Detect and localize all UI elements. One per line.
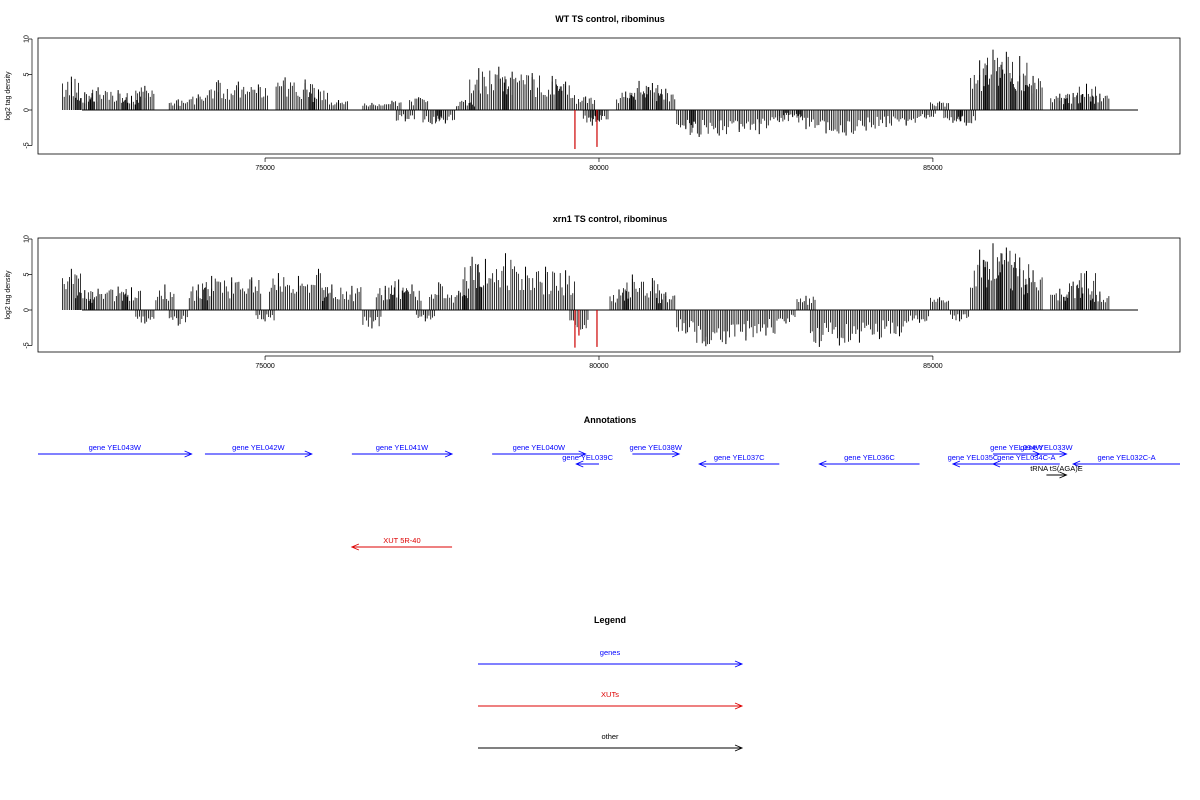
feature-label: XUT 5R-40 [383,536,420,545]
feature-other: tRNA tS(AGA)E [1030,464,1083,479]
feature-gene: gene YEL035C [948,453,999,468]
features: gene YEL043W gene YEL042W gene YEL041W gene… [38,443,1180,551]
xrn1-coverage-panel: xrn1 TS control, ribominus log2 tag dens… [5,214,1181,370]
legend-arrow-head [734,660,744,668]
y-ticks: -5 0 5 10 [24,235,33,349]
feature-label: gene YEL032C-A [1097,453,1155,462]
bars [61,243,1138,348]
feature-label: gene YEL037C [714,453,765,462]
legend-item: genes [478,648,744,668]
legend-label: genes [600,648,621,657]
annotations-title: Annotations [584,415,637,425]
feature-label: gene YEL041W [376,443,429,452]
y-ticks: -5 0 5 10 [24,35,33,149]
arrow-head [1072,460,1081,468]
legend-arrow-head [734,702,744,710]
x-ticks: 75000 80000 85000 [255,355,943,370]
feature-label: gene YEL033W [1020,443,1073,452]
legend-arrow-head [734,744,744,752]
wt-coverage-panel: WT TS control, ribominus log2 tag densit… [5,14,1181,172]
x-tick-label: 85000 [923,363,943,370]
panel-title: xrn1 TS control, ribominus [553,214,668,224]
feature-gene: gene YEL034C-A [991,453,1060,468]
x-ticks: 75000 80000 85000 [255,157,943,172]
panel-title: WT TS control, ribominus [555,14,665,24]
feature-label: tRNA tS(AGA)E [1030,464,1083,473]
x-tick-label: 80000 [589,165,609,172]
arrow-head [184,450,193,458]
y-axis-label: log2 tag density [5,71,12,121]
feature-gene: gene YEL033W [1020,443,1074,458]
arrow-head [951,460,961,468]
y-tick-label: 10 [24,35,31,43]
legend-label: XUTs [601,690,619,699]
arrow-head [1059,471,1068,479]
legend-label: other [601,732,619,741]
feature-gene: gene YEL041W [351,443,454,458]
feature-xut: XUT 5R-40 [350,536,453,551]
feature-gene: gene YEL042W [204,443,313,458]
y-tick-label: 5 [24,272,31,276]
arrow-head [671,450,681,458]
legend-item: XUTs [478,690,744,710]
feature-gene: gene YEL043W [38,443,193,458]
plot-frame [37,237,1181,353]
feature-gene: gene YEL038W [630,443,683,458]
x-tick-label: 80000 [589,363,609,370]
legend: Legend genes XUTs other [478,615,744,752]
arrow-head [350,543,360,551]
feature-label: gene YEL034C-A [997,453,1055,462]
feature-label: gene YEL036C [844,453,895,462]
feature-gene: gene YEL036C [818,453,920,468]
arrow-head [304,450,313,458]
legend-title: Legend [594,615,626,625]
bars [61,49,1138,150]
y-axis-label: log2 tag density [5,270,12,320]
arrow-head [818,460,827,468]
feature-label: gene YEL040W [513,443,566,452]
feature-label: gene YEL039C [562,453,613,462]
feature-gene: gene YEL040W [492,443,587,458]
feature-label: gene YEL042W [232,443,285,452]
annotations-panel: Annotations gene YEL043W gene YEL042W gene… [38,415,1180,551]
x-tick-label: 75000 [255,363,275,370]
y-tick-label: 10 [24,235,31,243]
feature-gene: gene YEL037C [698,453,780,468]
feature-gene: gene YEL032C-A [1072,453,1180,468]
x-tick-label: 75000 [255,165,275,172]
y-tick-label: 5 [24,72,31,76]
feature-label: gene YEL035C [948,453,999,462]
arrow-head [698,460,707,468]
arrow-head [575,460,584,468]
arrow-head [991,460,1001,468]
y-tick-label: 0 [24,108,31,112]
y-tick-label: -5 [24,342,31,348]
feature-label: gene YEL038W [630,443,683,452]
x-tick-label: 85000 [923,165,943,172]
arrow-head [1059,450,1068,458]
feature-label: gene YEL043W [89,443,142,452]
feature-label: gene YEL034W [990,443,1043,452]
legend-item: other [478,732,744,752]
feature-gene: gene YEL039C [562,453,614,468]
arrow-head [578,450,587,458]
arrow-head [444,450,454,458]
plot-frame [37,37,1181,155]
legend-items: genes XUTs other [478,648,744,752]
y-tick-label: 0 [24,308,31,312]
y-tick-label: -5 [24,142,31,148]
